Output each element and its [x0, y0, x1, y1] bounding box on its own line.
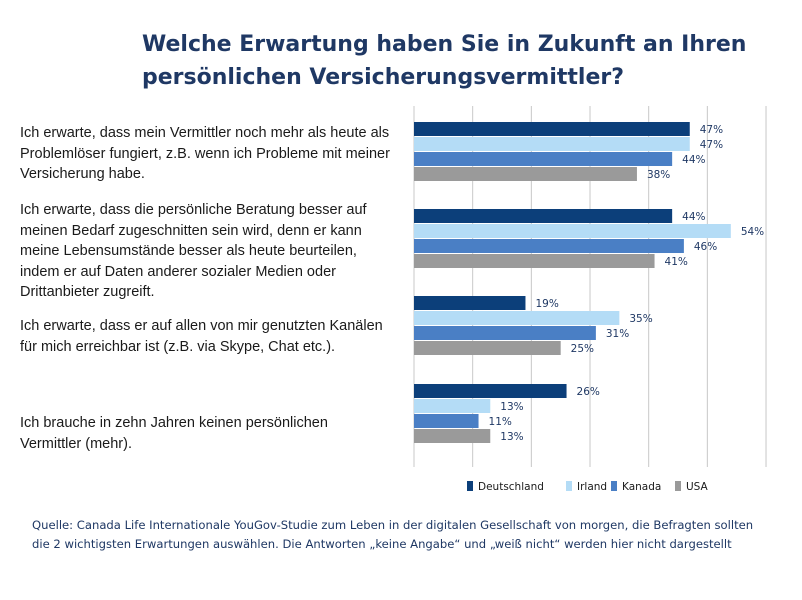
category-label-1: Ich erwarte, dass mein Vermittler noch m…: [20, 125, 390, 182]
bar-irland-2: [414, 224, 731, 238]
category-label-2: Ich erwarte, dass die persönliche Beratu…: [20, 202, 367, 300]
bar-usa-4: [414, 429, 491, 443]
value-label-irland-2: 54%: [741, 226, 764, 238]
legend-label-irland: Irland: [577, 481, 607, 493]
bar-kanada-4: [414, 414, 479, 428]
bar-kanada-2: [414, 239, 684, 253]
bar-deutschland-4: [414, 384, 567, 398]
source-note: Quelle: Canada Life Internationale YouGo…: [32, 518, 754, 551]
legend-label-usa: USA: [686, 481, 709, 493]
value-label-kanada-1: 44%: [682, 154, 705, 166]
bar-deutschland-2: [414, 209, 673, 223]
bar-usa-1: [414, 167, 637, 181]
chart-legend: Deutschland Irland Kanada USA: [467, 481, 709, 493]
bar-kanada-3: [414, 326, 596, 340]
legend-swatch-kanada: [611, 481, 617, 491]
value-label-usa-2: 41%: [665, 256, 688, 268]
chart-value-labels: 47% 47% 44% 38% 44% 54% 46% 41% 19% 35%31% 25% 26% 1…: [489, 124, 765, 443]
chart-title-line-2: persönlichen Versicherungsvermittler?: [142, 65, 624, 90]
bar-deutschland-3: [414, 296, 526, 310]
bar-chart: 47% 47% 44% 38% 44% 54% 46% 41% 19% 35%31% 25% 26% 1…: [413, 106, 767, 493]
value-label-kanada-2: 46%: [694, 241, 717, 253]
value-label-kanada-4: 11%: [489, 416, 512, 428]
value-label-deutschland-4: 26%: [577, 386, 600, 398]
category-label-4: Ich brauche in zehn Jahren keinen persön…: [20, 415, 328, 452]
chart-title-line-1: Welche Erwartung haben Sie in Zukunft an…: [142, 32, 747, 57]
legend-swatch-usa: [675, 481, 681, 491]
legend-swatch-irland: [566, 481, 572, 491]
value-label-deutschland-2: 44%: [682, 211, 705, 223]
value-label-deutschland-3: 19%: [535, 298, 558, 310]
legend-label-deutschland: Deutschland: [478, 481, 544, 493]
bar-deutschland-1: [414, 122, 690, 136]
value-label-kanada-3: 31%: [606, 328, 629, 340]
chart-bars: [414, 122, 731, 443]
value-label-usa-1: 38%: [647, 169, 670, 181]
bar-usa-2: [414, 254, 655, 268]
bar-usa-3: [414, 341, 561, 355]
value-label-usa-4: 13%: [500, 431, 523, 443]
value-label-irland-1: 47%: [700, 139, 723, 151]
value-label-deutschland-1: 47%: [700, 124, 723, 136]
category-label-3: Ich erwarte, dass er auf allen von mir g…: [20, 318, 383, 355]
bar-irland-4: [414, 399, 491, 413]
legend-swatch-deutschland: [467, 481, 473, 491]
bar-kanada-1: [414, 152, 673, 166]
bar-irland-1: [414, 137, 690, 151]
value-label-irland-4: 13%: [500, 401, 523, 413]
value-label-irland-3: 35%: [629, 313, 652, 325]
value-label-usa-3: 25%: [571, 343, 594, 355]
legend-label-kanada: Kanada: [622, 481, 661, 493]
bar-irland-3: [414, 311, 620, 325]
chart-title: Welche Erwartung haben Sie in Zukunft an…: [142, 28, 782, 94]
